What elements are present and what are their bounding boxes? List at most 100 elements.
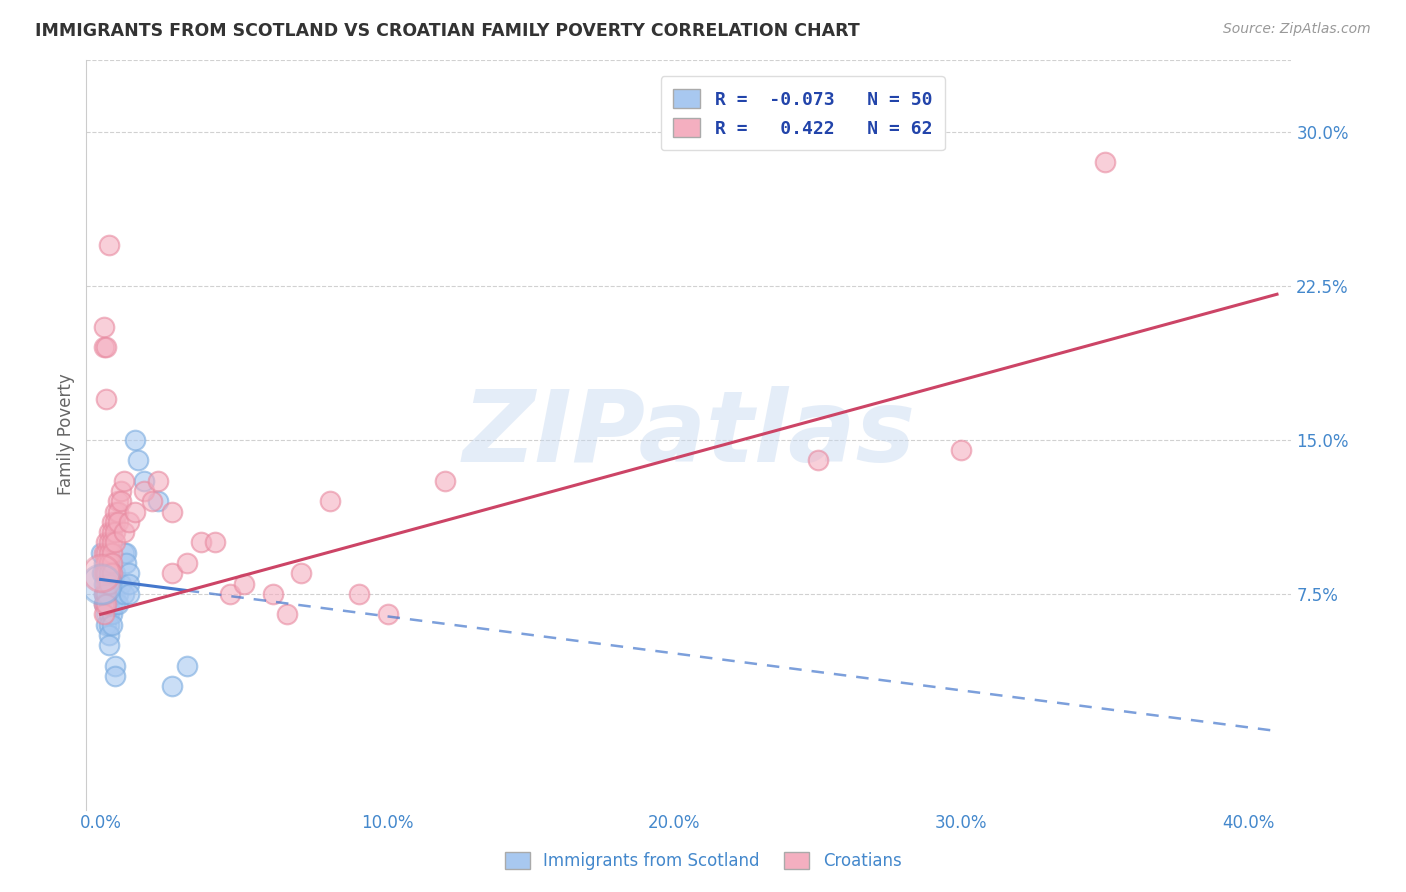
Point bbox=[118, 587, 141, 601]
Point bbox=[96, 587, 118, 601]
Point bbox=[98, 587, 121, 601]
Point bbox=[98, 566, 121, 581]
Point bbox=[132, 484, 155, 499]
Point bbox=[218, 587, 240, 601]
Point bbox=[98, 546, 121, 560]
Point bbox=[110, 484, 132, 499]
Point bbox=[90, 546, 112, 560]
Point bbox=[162, 679, 184, 693]
Point bbox=[98, 597, 121, 611]
Point bbox=[112, 525, 135, 540]
Point bbox=[96, 576, 118, 591]
Point bbox=[98, 535, 121, 549]
Point bbox=[93, 587, 115, 601]
Point bbox=[94, 566, 117, 581]
Point bbox=[262, 587, 284, 601]
Point bbox=[1094, 155, 1116, 169]
Point bbox=[98, 237, 121, 252]
Text: ZIPatlas: ZIPatlas bbox=[463, 386, 915, 483]
Point bbox=[93, 546, 115, 560]
Point bbox=[96, 556, 118, 570]
Point bbox=[93, 587, 115, 601]
Point bbox=[204, 535, 226, 549]
Point bbox=[97, 576, 120, 591]
Point bbox=[104, 525, 127, 540]
Point bbox=[98, 566, 121, 581]
Point bbox=[101, 617, 124, 632]
Point bbox=[101, 597, 124, 611]
Point bbox=[96, 597, 118, 611]
Text: Source: ZipAtlas.com: Source: ZipAtlas.com bbox=[1223, 22, 1371, 37]
Text: IMMIGRANTS FROM SCOTLAND VS CROATIAN FAMILY POVERTY CORRELATION CHART: IMMIGRANTS FROM SCOTLAND VS CROATIAN FAM… bbox=[35, 22, 860, 40]
Point bbox=[98, 607, 121, 622]
Point bbox=[112, 546, 135, 560]
Point bbox=[98, 576, 121, 591]
Point bbox=[96, 587, 118, 601]
Point bbox=[101, 576, 124, 591]
Point bbox=[98, 556, 121, 570]
Point bbox=[146, 494, 169, 508]
Point bbox=[96, 392, 118, 406]
Point bbox=[107, 597, 129, 611]
Point bbox=[101, 566, 124, 581]
Point bbox=[104, 515, 127, 529]
Point bbox=[104, 597, 127, 611]
Point bbox=[98, 556, 121, 570]
Point bbox=[319, 494, 342, 508]
Point bbox=[96, 597, 118, 611]
Point bbox=[107, 587, 129, 601]
Point bbox=[162, 566, 184, 581]
Point bbox=[433, 474, 456, 488]
Point bbox=[101, 546, 124, 560]
Point bbox=[90, 566, 112, 581]
Point bbox=[124, 433, 146, 447]
Point bbox=[104, 669, 127, 683]
Point bbox=[807, 453, 830, 467]
Point bbox=[96, 566, 118, 581]
Point bbox=[118, 566, 141, 581]
Point bbox=[93, 566, 115, 581]
Point bbox=[104, 535, 127, 549]
Point bbox=[112, 474, 135, 488]
Point bbox=[101, 525, 124, 540]
Point bbox=[176, 556, 198, 570]
Point bbox=[190, 535, 212, 549]
Point bbox=[107, 505, 129, 519]
Point bbox=[290, 566, 312, 581]
Point bbox=[101, 566, 124, 581]
Legend: Immigrants from Scotland, Croatians: Immigrants from Scotland, Croatians bbox=[498, 845, 908, 877]
Legend: R =  -0.073   N = 50, R =   0.422   N = 62: R = -0.073 N = 50, R = 0.422 N = 62 bbox=[661, 76, 945, 150]
Point bbox=[91, 566, 114, 581]
Point bbox=[115, 556, 138, 570]
Point bbox=[176, 658, 198, 673]
Point bbox=[115, 546, 138, 560]
Point bbox=[101, 556, 124, 570]
Point bbox=[101, 515, 124, 529]
Point bbox=[112, 587, 135, 601]
Point bbox=[98, 638, 121, 652]
Point bbox=[110, 576, 132, 591]
Point bbox=[104, 566, 127, 581]
Point bbox=[96, 535, 118, 549]
Point bbox=[162, 505, 184, 519]
Point bbox=[93, 607, 115, 622]
Point bbox=[107, 515, 129, 529]
Point bbox=[98, 525, 121, 540]
Point bbox=[101, 535, 124, 549]
Point bbox=[107, 494, 129, 508]
Point bbox=[90, 576, 112, 591]
Point bbox=[127, 453, 149, 467]
Point bbox=[101, 556, 124, 570]
Point bbox=[93, 319, 115, 334]
Point bbox=[101, 587, 124, 601]
Point bbox=[124, 505, 146, 519]
Point bbox=[96, 617, 118, 632]
Point bbox=[96, 607, 118, 622]
Point bbox=[141, 494, 163, 508]
Point bbox=[118, 515, 141, 529]
Point bbox=[276, 607, 298, 622]
Point bbox=[98, 576, 121, 591]
Point bbox=[146, 474, 169, 488]
Point bbox=[104, 587, 127, 601]
Point bbox=[950, 442, 973, 457]
